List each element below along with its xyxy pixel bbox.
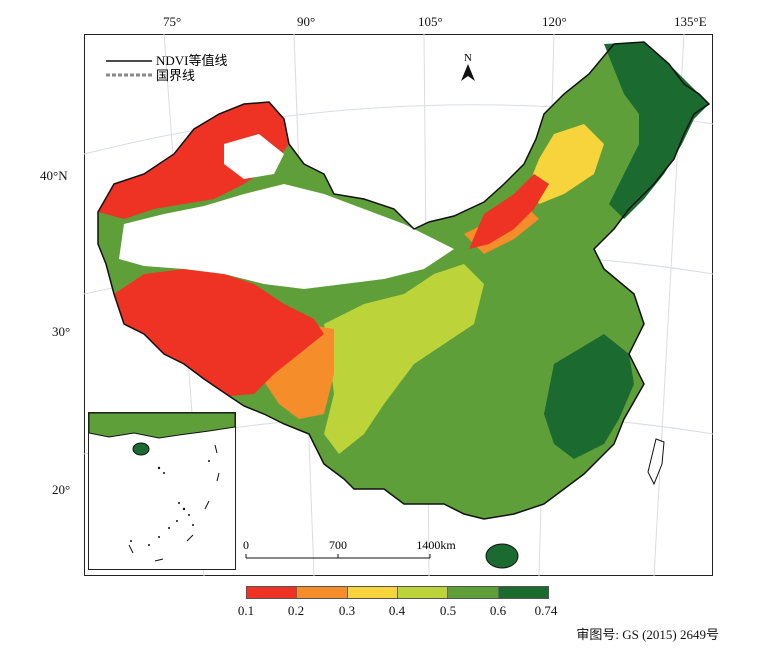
lat-label-40: 40°N xyxy=(40,168,68,183)
scale-tick-700: 700 xyxy=(329,538,347,552)
colorbar-tick-0.6: 0.6 xyxy=(489,603,507,618)
lon-label-105: 105° xyxy=(418,14,443,29)
colorbar-tick-0.1: 0.1 xyxy=(237,603,255,618)
lon-label-90: 90° xyxy=(297,14,316,29)
lat-label-20: 20° xyxy=(52,482,71,497)
zone-red-west xyxy=(98,102,289,219)
colorbar-segment-1 xyxy=(247,587,298,598)
colorbar-tick-0.4: 0.4 xyxy=(388,603,406,618)
south-china-sea-inset xyxy=(88,412,236,570)
colorbar-segment-3 xyxy=(347,587,398,598)
inset-dashed-line xyxy=(128,444,220,562)
taiwan-island xyxy=(647,438,665,486)
inset-hainan xyxy=(132,442,150,456)
colorbar-tick-0.2: 0.2 xyxy=(287,603,305,618)
lat-label-30: 30° xyxy=(52,324,71,339)
colorbar-segment-6 xyxy=(498,587,548,598)
scale-tick-1400: 1400km xyxy=(416,538,456,552)
colorbar-tick-0.5: 0.5 xyxy=(439,603,457,618)
ndvi-map: N NDVI等值线 国界线 0 700 1400km xyxy=(84,34,713,576)
scale-bar xyxy=(245,554,431,559)
north-arrow xyxy=(461,64,475,81)
scale-tick-0: 0 xyxy=(243,538,249,552)
colorbar-segment-4 xyxy=(397,587,449,598)
national-border xyxy=(97,41,711,520)
legend-isoline-label: NDVI等值线 xyxy=(156,53,228,68)
north-label: N xyxy=(464,52,472,64)
legend-border-label: 国界线 xyxy=(156,68,195,83)
zone-dark-green-south xyxy=(544,334,634,459)
ndvi-zones xyxy=(98,42,709,519)
colorbar-segment-5 xyxy=(448,587,499,598)
lon-label-120: 120° xyxy=(542,14,567,29)
inset-islands xyxy=(130,460,210,546)
map-approval-number: 审图号: GS (2015) 2649号 xyxy=(576,627,719,642)
colorbar-tick-0.3: 0.3 xyxy=(338,603,356,618)
zone-no-data-north xyxy=(224,134,284,179)
zone-red-north xyxy=(469,174,549,249)
zone-yellow-green xyxy=(324,264,484,454)
inset-coast xyxy=(88,412,236,439)
zone-dark-green xyxy=(604,42,709,219)
lon-label-135: 135°E xyxy=(674,14,707,29)
colorbar-tick-0.74: 0.74 xyxy=(534,603,558,618)
ndvi-colorbar xyxy=(246,586,549,599)
colorbar-segment-2 xyxy=(297,587,348,598)
hainan-island xyxy=(485,543,519,569)
zone-red-plateau xyxy=(114,269,324,396)
zone-no-data-desert xyxy=(119,184,454,289)
lon-label-75: 75° xyxy=(163,14,182,29)
